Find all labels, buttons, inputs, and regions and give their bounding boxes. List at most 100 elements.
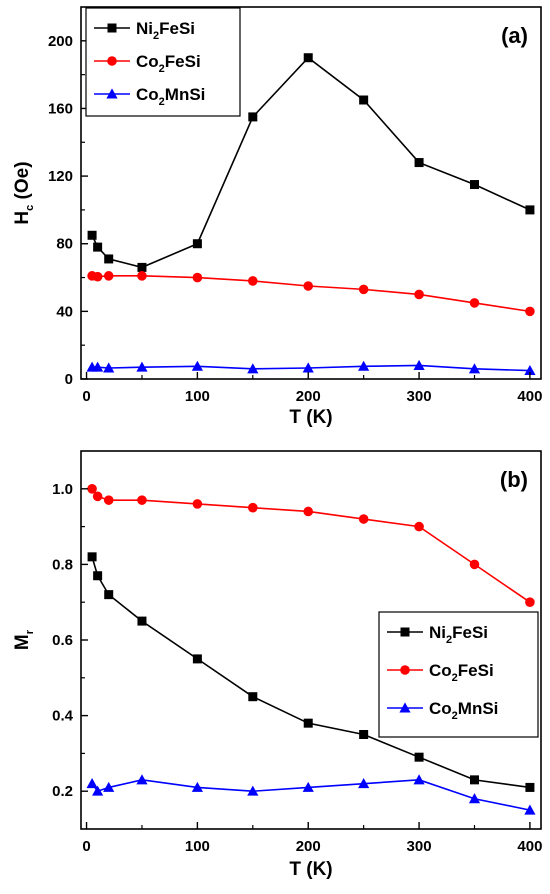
y-tick-label: 80 bbox=[56, 236, 73, 253]
data-point bbox=[87, 552, 97, 562]
legend-entry: Ni2FeSi bbox=[429, 623, 488, 646]
y-axis-label: Mr bbox=[12, 629, 36, 650]
data-point bbox=[414, 289, 424, 300]
legend-entry-name: Ni bbox=[429, 623, 446, 642]
data-point bbox=[92, 361, 104, 372]
legend-entry-name: Co bbox=[429, 661, 452, 680]
data-point bbox=[93, 571, 103, 581]
data-point bbox=[87, 484, 97, 494]
data-point bbox=[413, 774, 425, 785]
data-point bbox=[93, 242, 103, 252]
data-point bbox=[248, 692, 258, 702]
legend-entry-name: Co bbox=[136, 52, 159, 71]
data-point bbox=[303, 506, 314, 517]
data-point bbox=[137, 616, 147, 626]
series-line-1 bbox=[91, 488, 531, 603]
y-tick-label: 1.0 bbox=[52, 481, 73, 498]
legend-entry-sub: 2 bbox=[452, 710, 458, 722]
y-tick-label: 0 bbox=[65, 371, 73, 388]
data-point bbox=[137, 495, 147, 505]
data-point bbox=[87, 230, 97, 240]
x-tick-label: 0 bbox=[82, 838, 90, 855]
legend-marker bbox=[107, 56, 117, 66]
legend-entry-sub: 2 bbox=[446, 634, 452, 646]
y-tick-label: 120 bbox=[48, 168, 73, 185]
y-axis-label-main: M bbox=[12, 634, 33, 650]
data-point bbox=[92, 785, 104, 796]
legend-entry-name: Co bbox=[429, 699, 452, 718]
data-point bbox=[524, 804, 536, 815]
y-tick-label: 200 bbox=[48, 33, 73, 50]
y-tick-label: 0.6 bbox=[52, 632, 73, 649]
legend-marker bbox=[107, 23, 117, 33]
legend-entry: Co2MnSi bbox=[429, 699, 498, 722]
x-tick-label: 300 bbox=[407, 838, 432, 855]
x-tick-label: 100 bbox=[185, 388, 210, 405]
legend-entry: Co2FeSi bbox=[136, 52, 201, 75]
legend-entry-suffix: FeSi bbox=[159, 19, 195, 38]
data-point bbox=[103, 362, 115, 373]
data-point bbox=[248, 112, 258, 122]
data-point bbox=[137, 262, 147, 272]
legend-entry-suffix: MnSi bbox=[458, 699, 499, 718]
data-point bbox=[247, 785, 259, 796]
legend-entry-sub: 2 bbox=[452, 672, 458, 684]
y-axis-label-sub: r bbox=[24, 629, 36, 634]
data-point bbox=[525, 205, 535, 215]
data-point bbox=[414, 158, 424, 168]
y-axis-label: Hc (Oe) bbox=[12, 161, 36, 224]
y-tick-label: 40 bbox=[56, 303, 73, 320]
data-point bbox=[303, 281, 314, 291]
data-point bbox=[525, 306, 535, 317]
data-point bbox=[103, 271, 114, 281]
plot-frame bbox=[80, 6, 542, 380]
legend-entry: Co2MnSi bbox=[136, 85, 205, 108]
data-point bbox=[469, 298, 480, 308]
data-point bbox=[136, 361, 148, 372]
data-point bbox=[303, 718, 313, 728]
data-point bbox=[302, 781, 314, 792]
data-point bbox=[525, 597, 535, 607]
data-point bbox=[137, 271, 147, 281]
y-tick-label: 0.8 bbox=[52, 556, 73, 573]
data-point bbox=[525, 782, 535, 792]
x-tick-label: 300 bbox=[407, 388, 432, 405]
data-point bbox=[192, 272, 203, 283]
data-point bbox=[192, 239, 202, 249]
legend-marker bbox=[399, 702, 411, 713]
data-point bbox=[414, 752, 424, 762]
data-point bbox=[104, 590, 114, 600]
legend-entry-sub: 2 bbox=[159, 96, 165, 108]
legend-entry-suffix: FeSi bbox=[458, 661, 494, 680]
data-point bbox=[86, 778, 98, 789]
legend-entry-name: Ni bbox=[136, 19, 153, 38]
legend-entry-suffix: FeSi bbox=[165, 52, 201, 71]
data-point bbox=[468, 793, 481, 804]
data-point bbox=[191, 360, 203, 371]
legend-marker bbox=[400, 665, 410, 675]
data-point bbox=[247, 363, 259, 374]
data-point bbox=[358, 360, 370, 371]
y-tick-label: 0.4 bbox=[52, 708, 74, 725]
y-tick-label: 160 bbox=[48, 100, 73, 117]
x-tick-label: 200 bbox=[296, 388, 321, 405]
legend-entry: Ni2FeSi bbox=[136, 19, 195, 42]
y-axis-label-main: H bbox=[12, 211, 33, 225]
data-point bbox=[413, 359, 425, 370]
data-point bbox=[469, 559, 480, 570]
data-point bbox=[469, 180, 479, 190]
series-line-2 bbox=[91, 779, 531, 811]
legend-marker bbox=[106, 88, 118, 99]
data-point bbox=[191, 781, 203, 792]
legend-entry-suffix: MnSi bbox=[165, 85, 206, 104]
x-axis-label: T (K) bbox=[289, 859, 332, 880]
data-point bbox=[92, 491, 103, 502]
data-point bbox=[359, 730, 369, 739]
data-point bbox=[359, 95, 369, 105]
data-point bbox=[524, 364, 536, 376]
legend-entry-sub: 2 bbox=[159, 63, 165, 75]
